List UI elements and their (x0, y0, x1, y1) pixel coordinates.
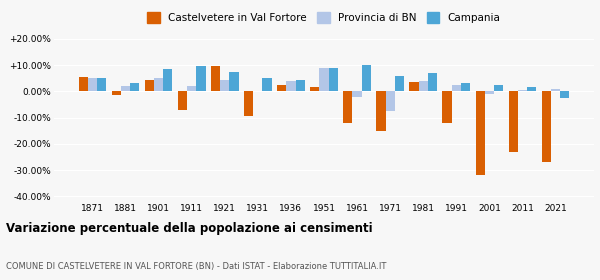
Bar (409, 82, 419, 91)
Bar (442, 91, 452, 123)
Bar (154, 78, 163, 91)
Bar (551, 89, 560, 91)
Bar (319, 68, 329, 91)
Bar (362, 65, 371, 91)
Text: COMUNE DI CASTELVETERE IN VAL FORTORE (BN) - Dati ISTAT - Elaborazione TUTTITALI: COMUNE DI CASTELVETERE IN VAL FORTORE (B… (6, 262, 386, 271)
Bar (485, 91, 494, 94)
Bar (121, 86, 130, 91)
Bar (452, 85, 461, 91)
Bar (296, 80, 305, 91)
Text: Variazione percentuale della popolazione ai censimenti: Variazione percentuale della popolazione… (6, 222, 373, 235)
Bar (277, 85, 286, 91)
Bar (97, 78, 106, 91)
Bar (461, 83, 470, 91)
Bar (386, 91, 395, 111)
Bar (428, 73, 437, 91)
Legend: Castelvetere in Val Fortore, Provincia di BN, Campania: Castelvetere in Val Fortore, Provincia d… (145, 10, 503, 25)
Bar (310, 87, 319, 91)
Bar (229, 72, 239, 91)
Bar (88, 78, 97, 91)
Bar (518, 90, 527, 91)
Bar (286, 81, 296, 91)
Bar (343, 91, 352, 123)
Bar (352, 91, 362, 97)
Bar (542, 91, 551, 162)
Bar (178, 91, 187, 110)
Bar (112, 91, 121, 95)
Bar (476, 91, 485, 175)
Bar (130, 83, 139, 91)
Bar (262, 78, 272, 91)
Bar (376, 91, 386, 131)
Bar (494, 85, 503, 91)
Bar (244, 91, 253, 116)
Bar (163, 69, 172, 91)
Bar (560, 91, 569, 98)
Bar (527, 87, 536, 91)
Bar (329, 68, 338, 91)
Bar (211, 66, 220, 91)
Bar (79, 77, 88, 91)
Bar (419, 81, 428, 91)
Bar (145, 80, 154, 91)
Bar (395, 76, 404, 91)
Bar (196, 66, 206, 91)
Bar (220, 80, 229, 91)
Bar (509, 91, 518, 152)
Bar (187, 86, 196, 91)
